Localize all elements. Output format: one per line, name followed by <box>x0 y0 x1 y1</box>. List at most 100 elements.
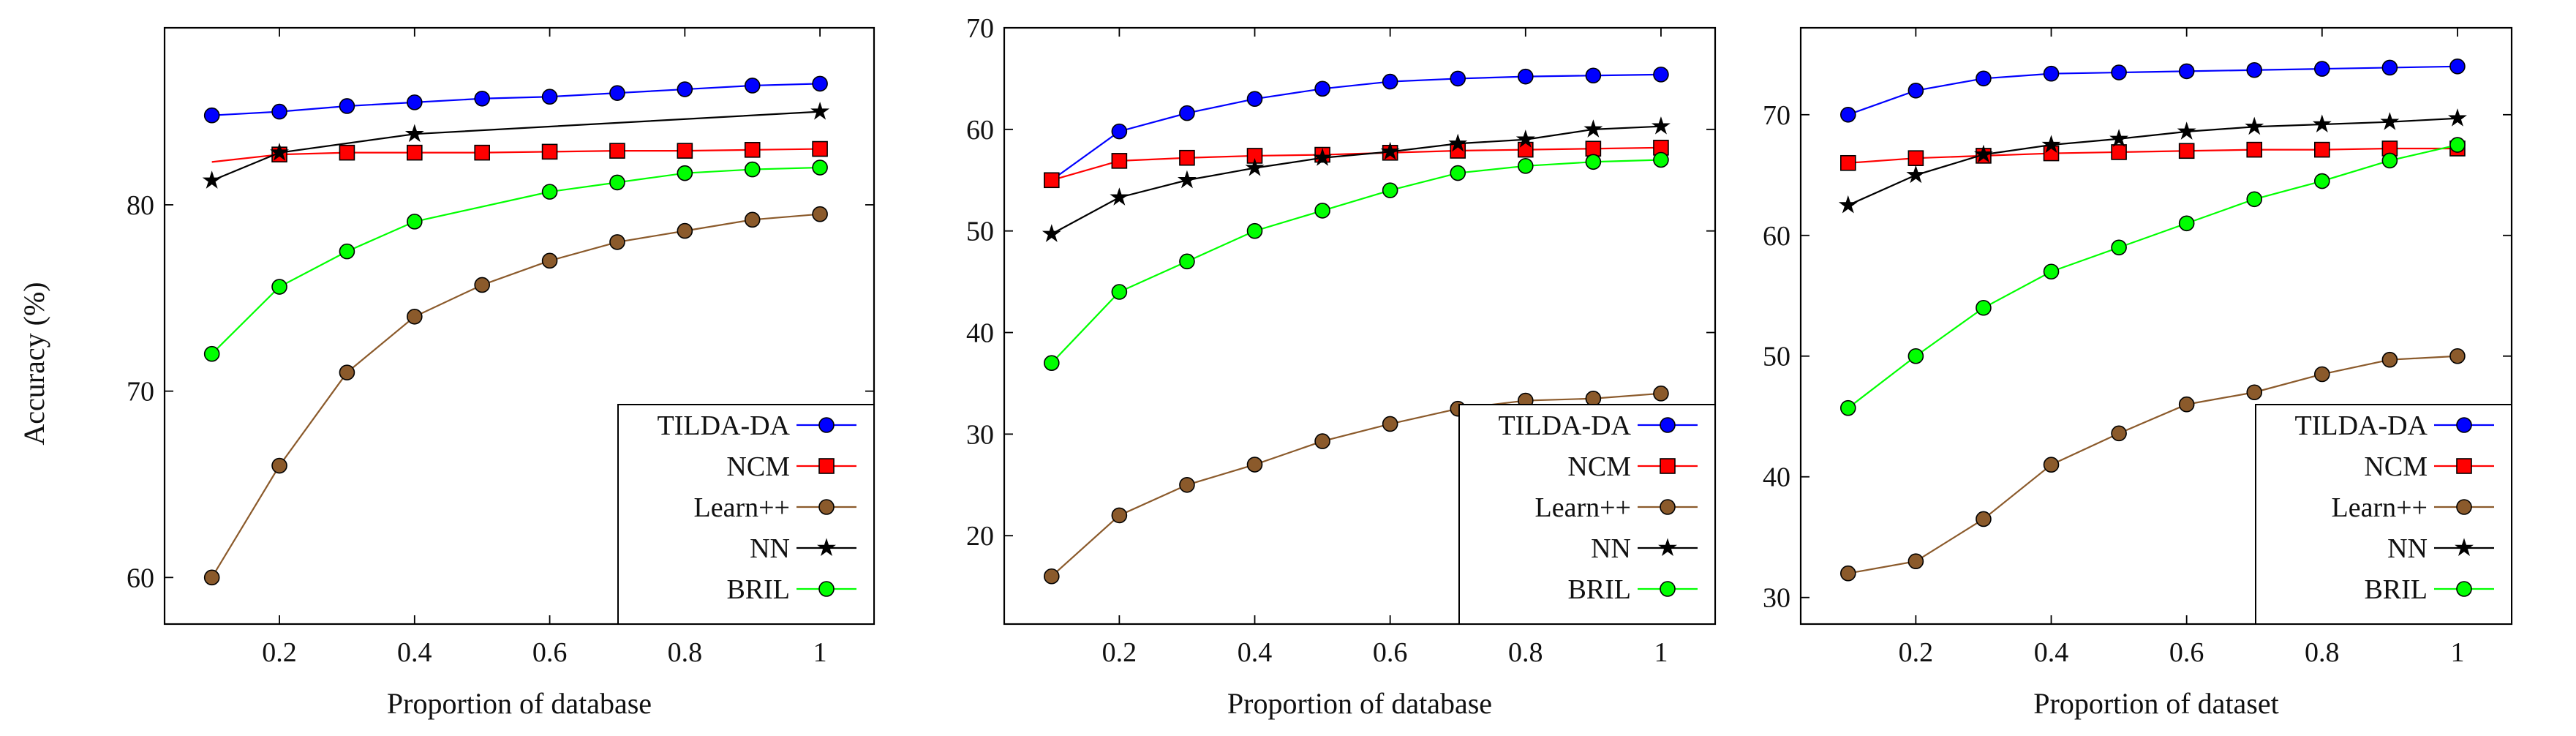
data-point-nn <box>2041 135 2061 154</box>
legend-label-bril: BRIL <box>726 574 790 605</box>
data-point-nn <box>1515 129 1535 148</box>
legend-box <box>617 404 875 625</box>
legend-marker-tilda-da <box>2456 417 2472 433</box>
series-bril <box>203 159 828 362</box>
data-point-tilda-da <box>812 75 828 92</box>
legend-label-bril: BRIL <box>2364 574 2428 605</box>
y-tick-label: 40 <box>1763 462 1790 493</box>
data-point-learn <box>1314 433 1330 449</box>
series-line-nn <box>211 110 821 181</box>
x-tick-label: 0.8 <box>668 637 703 668</box>
legend: TILDA-DA NCM Learn++ NN BRIL <box>2255 404 2512 625</box>
series-line-nn <box>1848 117 2458 206</box>
legend-label-tilda-da: TILDA-DA <box>2294 410 2428 441</box>
legend-label-nn: NN <box>750 533 790 564</box>
series-line-tilda-da <box>1051 73 1661 181</box>
legend-label-learn: Learn++ <box>2332 492 2428 523</box>
data-point-learn <box>339 364 355 380</box>
data-point-nn <box>2312 114 2332 132</box>
data-point-tilda-da <box>1450 70 1466 87</box>
data-point-learn <box>1653 386 1669 402</box>
data-point-nn <box>1177 170 1197 189</box>
data-point-learn <box>2043 457 2060 473</box>
data-point-nn <box>1973 144 1993 163</box>
data-point-learn <box>271 457 287 474</box>
y-tick-label: 60 <box>1763 221 1790 252</box>
data-point-learn <box>2314 366 2330 383</box>
data-point-ncm <box>339 144 355 161</box>
series-line-ncm <box>1051 146 1661 181</box>
data-point-learn <box>2111 425 2127 442</box>
data-point-nn <box>1651 116 1671 135</box>
data-point-tilda-da <box>1382 73 1398 90</box>
x-tick-label: 0.6 <box>1373 637 1408 668</box>
data-point-learn <box>474 277 490 293</box>
x-tick-label: 0.2 <box>1899 637 1934 668</box>
data-point-tilda-da <box>1585 67 1602 84</box>
data-point-bril <box>1585 154 1602 170</box>
data-point-tilda-da <box>2178 63 2195 80</box>
y-tick-label: 80 <box>127 190 154 221</box>
series-line-ncm <box>211 148 821 163</box>
series-tilda-da <box>1840 58 2466 123</box>
data-point-tilda-da <box>339 98 355 114</box>
data-point-learn <box>2381 351 2398 368</box>
x-axis-label: Proportion of dataset <box>2033 687 2279 720</box>
data-point-tilda-da <box>1314 80 1330 97</box>
series-bril <box>1840 137 2466 416</box>
legend: TILDA-DA NCM Learn++ NN BRIL <box>1458 404 1716 625</box>
x-tick-label: 0.6 <box>2169 637 2204 668</box>
y-tick-label: 70 <box>127 377 154 408</box>
data-point-bril <box>271 279 287 295</box>
data-point-ncm <box>541 143 558 160</box>
data-point-ncm <box>1518 141 1534 158</box>
data-point-tilda-da <box>1518 68 1534 85</box>
data-point-learn <box>744 211 761 228</box>
chart-panel-1: 0.2 0.4 0.6 0.8 1 60 70 80 Proportion of databas… <box>127 26 875 720</box>
x-tick-label: 0.8 <box>1508 637 1543 668</box>
data-point-nn <box>2177 121 2196 140</box>
data-point-learn <box>609 234 625 250</box>
data-point-nn <box>1042 224 1061 242</box>
data-point-bril <box>2449 137 2466 153</box>
data-point-tilda-da <box>1179 105 1195 121</box>
data-point-nn <box>1245 157 1265 176</box>
data-point-ncm <box>407 144 423 161</box>
data-point-bril <box>2111 239 2127 256</box>
data-point-learn <box>407 308 423 325</box>
series-nn <box>202 101 830 189</box>
x-tick-label: 1 <box>813 637 827 668</box>
data-point-nn <box>1906 165 1926 184</box>
data-point-learn <box>1111 507 1128 524</box>
legend-marker-ncm <box>1660 458 1676 474</box>
data-point-bril <box>1179 253 1195 270</box>
data-point-ncm <box>1111 153 1128 169</box>
data-point-tilda-da <box>541 89 558 105</box>
legend-label-ncm: NCM <box>726 451 790 482</box>
series-learn <box>1840 348 2466 582</box>
y-tick-label: 40 <box>966 318 994 349</box>
legend-marker-ncm <box>818 458 835 474</box>
series-line-bril <box>1848 143 2458 409</box>
y-tick-label: 30 <box>966 419 994 450</box>
data-point-learn <box>1976 511 1992 527</box>
data-point-learn <box>541 252 558 269</box>
data-point-ncm <box>2178 143 2195 159</box>
data-point-bril <box>1044 355 1060 371</box>
data-point-ncm <box>1840 154 1856 171</box>
series-line-nn <box>1051 125 1661 235</box>
data-point-nn <box>404 124 424 143</box>
data-point-ncm <box>1179 149 1195 166</box>
y-tick-label: 20 <box>966 521 994 552</box>
data-point-nn <box>202 170 222 189</box>
data-point-tilda-da <box>407 94 423 110</box>
data-point-tilda-da <box>1111 123 1128 140</box>
data-point-bril <box>2314 173 2330 189</box>
data-point-ncm <box>2246 141 2263 158</box>
data-point-learn <box>1044 568 1060 585</box>
series-line-learn <box>211 213 821 578</box>
series-bril <box>1044 151 1669 371</box>
x-tick-label: 0.8 <box>2305 637 2340 668</box>
data-point-ncm <box>677 143 693 159</box>
